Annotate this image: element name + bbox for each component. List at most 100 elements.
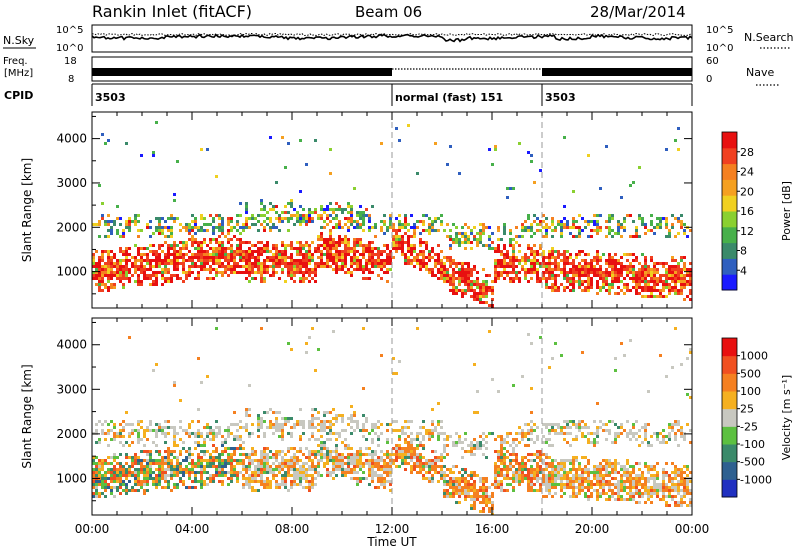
data-cell: [521, 474, 524, 477]
data-cell: [425, 262, 428, 265]
data-cell: [347, 268, 350, 271]
data-cell: [530, 262, 533, 265]
data-cell: [431, 429, 434, 432]
data-cell: [302, 474, 305, 477]
data-cell: [218, 465, 221, 468]
data-cell: [140, 271, 143, 274]
data-cell: [437, 456, 440, 459]
data-cell: [422, 241, 425, 244]
data-cell: [134, 480, 137, 483]
data-cell: [476, 411, 479, 414]
data-cell: [146, 223, 149, 226]
data-cell: [113, 477, 116, 480]
data-cell: [278, 423, 281, 426]
data-cell: [266, 250, 269, 253]
data-cell: [257, 262, 260, 265]
data-cell: [359, 456, 362, 459]
data-cell: [98, 274, 101, 277]
data-cell: [551, 235, 554, 238]
data-cell: [113, 426, 116, 429]
data-cell: [236, 214, 239, 217]
data-cell: [560, 465, 563, 468]
data-cell: [245, 208, 248, 211]
data-cell: [434, 220, 437, 223]
data-cell: [158, 220, 161, 223]
data-cell: [479, 486, 482, 489]
data-cell: [206, 423, 209, 426]
data-cell: [224, 268, 227, 271]
data-cell: [158, 265, 161, 268]
data-cell: [638, 286, 641, 289]
data-cell: [308, 214, 311, 217]
y-axis-label: Slant Range [km]: [20, 158, 34, 262]
data-cell: [446, 453, 449, 456]
data-cell: [566, 220, 569, 223]
data-cell: [212, 220, 215, 223]
data-cell: [518, 462, 521, 465]
data-cell: [110, 480, 113, 483]
data-cell: [326, 474, 329, 477]
data-cell: [323, 238, 326, 241]
data-cell: [467, 480, 470, 483]
data-cell: [116, 271, 119, 274]
data-cell: [128, 444, 131, 447]
data-cell: [359, 465, 362, 468]
data-cell: [152, 280, 155, 283]
data-cell: [455, 262, 458, 265]
data-cell: [542, 468, 545, 471]
data-cell: [206, 483, 209, 486]
data-cell: [566, 259, 569, 262]
data-cell: [593, 477, 596, 480]
data-cell: [644, 271, 647, 274]
data-cell: [185, 271, 188, 274]
data-cell: [446, 268, 449, 271]
noise-strip-frame: [91, 24, 693, 53]
data-cell: [164, 468, 167, 471]
data-cell: [407, 244, 410, 247]
data-cell: [113, 453, 116, 456]
data-cell: [389, 483, 392, 486]
data-cell: [443, 280, 446, 283]
data-cell: [524, 444, 527, 447]
data-cell: [614, 462, 617, 465]
data-cell: [500, 462, 503, 465]
data-cell: [551, 289, 554, 292]
data-cell: [551, 429, 554, 432]
data-cell: [530, 271, 533, 274]
data-cell: [419, 244, 422, 247]
data-cell: [107, 271, 110, 274]
data-cell: [431, 220, 434, 223]
data-cell: [521, 432, 524, 435]
data-cell: [218, 429, 221, 432]
data-cell: [149, 265, 152, 268]
data-cell: [311, 420, 314, 423]
data-cell: [563, 256, 566, 259]
data-cell: [128, 432, 131, 435]
data-cell: [602, 429, 605, 432]
data-cell: [485, 480, 488, 483]
data-cell: [239, 256, 242, 259]
data-cell: [272, 205, 275, 208]
data-cell: [506, 483, 509, 486]
data-cell: [197, 244, 200, 247]
data-cell: [113, 456, 116, 459]
data-cell: [473, 289, 476, 292]
data-cell: [389, 214, 392, 217]
data-cell: [308, 465, 311, 468]
data-cell: [629, 262, 632, 265]
data-cell: [305, 241, 308, 244]
data-cell: [599, 492, 602, 495]
data-cell: [248, 262, 251, 265]
data-cell: [155, 483, 158, 486]
data-cell: [395, 372, 398, 375]
data-cell: [494, 259, 497, 262]
data-cell: [590, 432, 593, 435]
data-cell: [104, 480, 107, 483]
data-cell: [539, 277, 542, 280]
data-cell: [209, 265, 212, 268]
data-cell: [596, 256, 599, 259]
data-cell: [689, 274, 692, 277]
data-cell: [581, 432, 584, 435]
data-cell: [263, 411, 266, 414]
data-cell: [308, 217, 311, 220]
